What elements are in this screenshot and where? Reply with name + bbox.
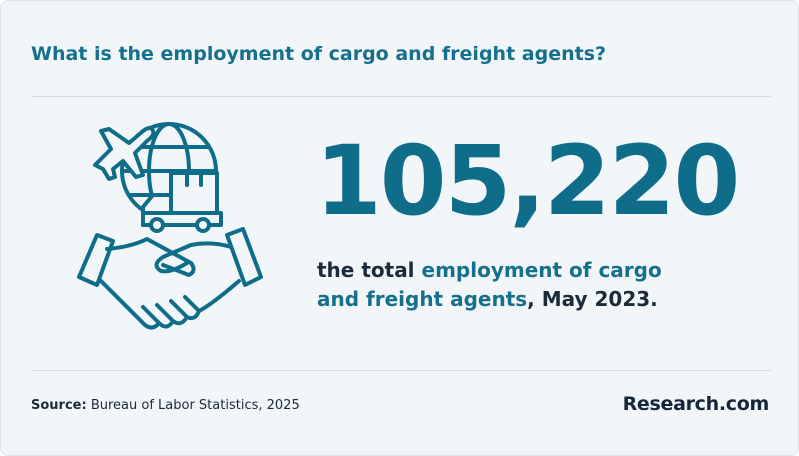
desc-highlight: employment of cargo and freight agents bbox=[317, 258, 662, 311]
truck-box bbox=[169, 171, 219, 217]
source-text: Bureau of Labor Statistics, 2025 bbox=[90, 398, 300, 413]
source: Source: Bureau of Labor Statistics, 2025 bbox=[31, 398, 300, 413]
hand bbox=[154, 241, 233, 274]
stat-value: 105,220 bbox=[315, 125, 740, 237]
divider bbox=[31, 370, 771, 371]
wheel bbox=[149, 217, 165, 233]
brand: Research.com bbox=[622, 393, 770, 415]
desc-prefix: the total bbox=[317, 258, 422, 282]
hand bbox=[105, 237, 196, 277]
wheel bbox=[195, 217, 211, 233]
cuff-left bbox=[77, 233, 115, 287]
icon bbox=[77, 122, 263, 330]
cuff-right bbox=[225, 227, 263, 287]
source-label: Source: bbox=[31, 398, 87, 413]
desc-suffix: , May 2023. bbox=[527, 287, 658, 311]
stat-description: the total employment of cargo and freigh… bbox=[317, 256, 697, 314]
fingers bbox=[99, 279, 241, 330]
divider bbox=[31, 96, 771, 97]
title: What is the employment of cargo and frei… bbox=[31, 43, 607, 65]
plane bbox=[93, 126, 156, 181]
